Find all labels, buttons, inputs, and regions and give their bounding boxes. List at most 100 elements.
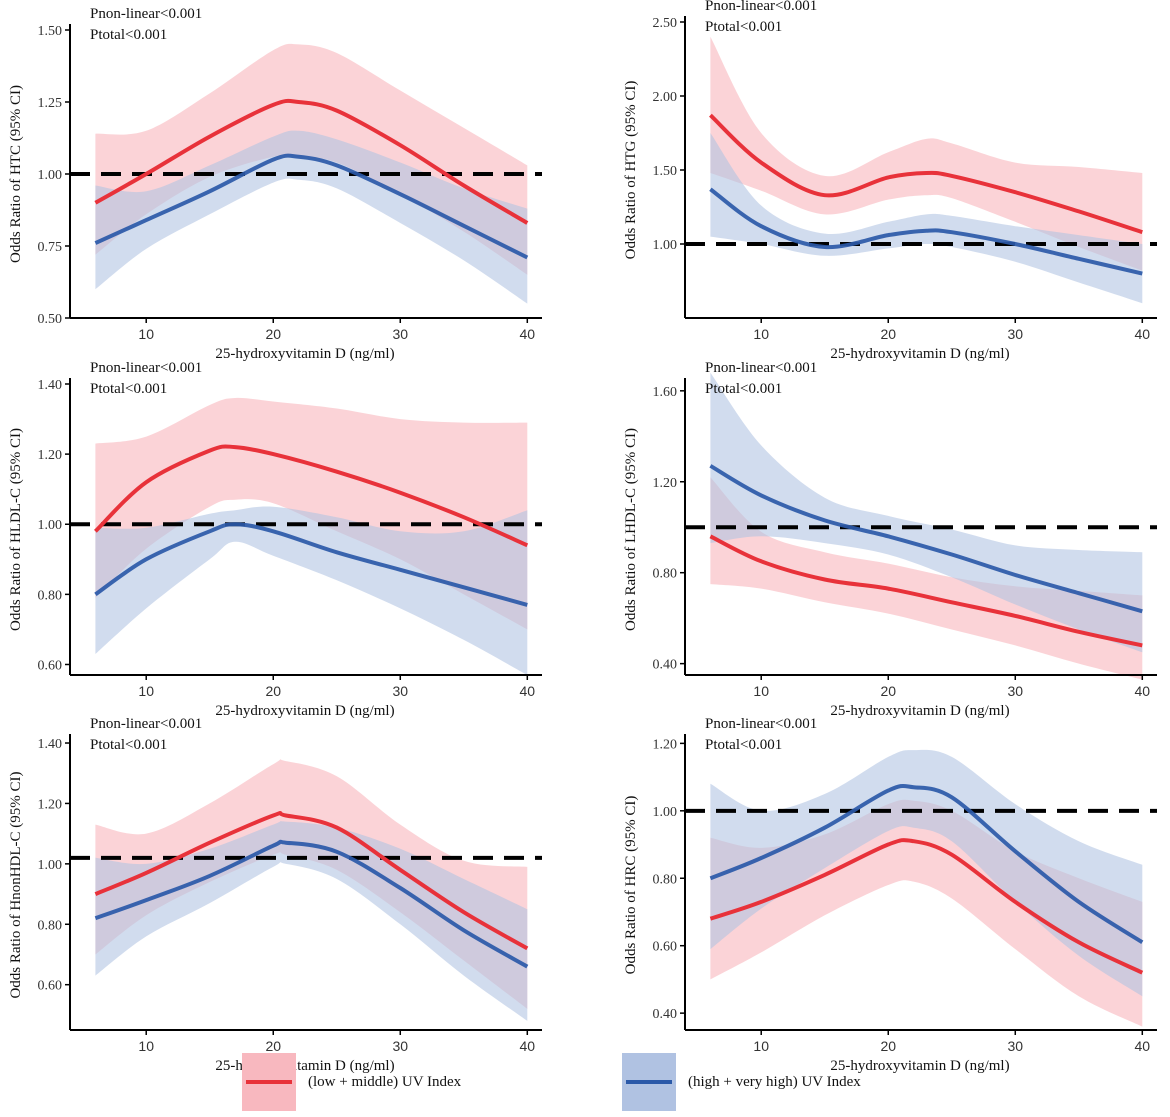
series-line-high-uv — [709, 464, 1143, 614]
x-tick-label: 10 — [753, 1038, 769, 1054]
ci-band-low-uv — [710, 36, 1143, 271]
legend-item-low-uv: (low + middle) UV Index — [242, 1052, 461, 1112]
chart-panel-6: 10 20 30 40 0.40 0.60 0.80 1.00 1.20 25-hydroxyvi… — [623, 716, 1157, 1074]
y-tick-label: 1.40 — [38, 378, 63, 393]
y-tick-label: 1.20 — [38, 797, 63, 812]
y-tick-label: 0.80 — [653, 567, 678, 582]
ci-band-high-uv — [95, 506, 528, 675]
x-tick-label: 20 — [265, 1038, 281, 1054]
x-tick-label: 40 — [1135, 1038, 1151, 1054]
x-axis-label: 25-hydroxyvitamin D (ng/ml) — [215, 703, 394, 719]
y-axis-label: Odds Ratio of HTG (95% CI) — [623, 81, 639, 260]
x-tick-label: 20 — [265, 683, 281, 699]
y-axis-label: Odds Ratio of HLDL-C (95% CI) — [8, 428, 24, 631]
y-tick-label: 0.60 — [38, 658, 63, 673]
series-line-low-uv — [709, 838, 1144, 975]
x-tick-label: 10 — [138, 1038, 154, 1054]
p-nonlinear-annotation: Pnon-linear<0.001 — [90, 716, 202, 732]
x-tick-label: 20 — [880, 326, 896, 342]
series-line-low-uv — [94, 98, 529, 225]
y-tick-label: 1.50 — [38, 24, 63, 39]
y-tick-label: 0.40 — [653, 1007, 678, 1022]
legend-line-low-uv — [246, 1080, 292, 1084]
x-tick-label: 20 — [265, 326, 281, 342]
ci-band-low-uv — [710, 477, 1143, 680]
p-total-annotation: Ptotal<0.001 — [705, 19, 782, 35]
x-tick-label: 40 — [520, 1038, 536, 1054]
x-tick-label: 20 — [880, 683, 896, 699]
y-axis-label: Odds Ratio of HTC (95% CI) — [8, 85, 24, 263]
x-tick-label: 30 — [1007, 683, 1023, 699]
ci-band-low-uv — [95, 43, 528, 275]
x-tick-label: 40 — [1135, 326, 1151, 342]
y-axis-label: Odds Ratio of HRC (95% CI) — [623, 796, 639, 975]
x-axis-label: 25-hydroxyvitamin D (ng/ml) — [830, 703, 1009, 719]
p-nonlinear-annotation: Pnon-linear<0.001 — [705, 716, 817, 732]
series-line-high-uv — [94, 839, 529, 969]
p-total-annotation: Ptotal<0.001 — [90, 381, 167, 397]
y-tick-label: 0.80 — [38, 918, 63, 933]
p-nonlinear-annotation: Pnon-linear<0.001 — [705, 360, 817, 376]
y-tick-label: 0.50 — [38, 312, 63, 327]
y-tick-label: 1.00 — [38, 858, 63, 873]
y-tick-label: 0.80 — [653, 872, 678, 887]
series-line-low-uv — [94, 444, 529, 548]
x-tick-label: 10 — [753, 326, 769, 342]
y-tick-label: 1.20 — [653, 737, 678, 752]
y-tick-label: 1.00 — [38, 518, 63, 533]
ci-band-high-uv — [95, 821, 528, 1021]
x-tick-label: 10 — [138, 326, 154, 342]
p-total-annotation: Ptotal<0.001 — [90, 27, 167, 43]
y-tick-label: 0.40 — [653, 658, 678, 673]
series-line-high-uv — [709, 187, 1143, 276]
y-tick-label: 1.25 — [38, 96, 63, 111]
y-tick-label: 0.60 — [653, 940, 678, 955]
y-tick-label: 1.60 — [653, 385, 678, 400]
p-total-annotation: Ptotal<0.001 — [90, 737, 167, 753]
x-axis-label: 25-hydroxyvitamin D (ng/ml) — [830, 1058, 1009, 1074]
y-axis-label: Odds Ratio of HnonHDL-C (95% CI) — [8, 771, 24, 998]
x-tick-label: 20 — [880, 1038, 896, 1054]
chart-panel-2: 10 20 30 40 1.00 1.50 2.00 2.50 25-hydroxyvitami… — [623, 0, 1157, 362]
ci-band-high-uv — [710, 133, 1143, 304]
x-tick-label: 40 — [1135, 683, 1151, 699]
chart-panel-3: 10 20 30 40 0.60 0.80 1.00 1.20 1.40 25-hydroxyvi… — [8, 360, 542, 719]
legend-label-low-uv: (low + middle) UV Index — [308, 1073, 462, 1090]
ci-band-low-uv — [95, 759, 528, 1009]
y-tick-label: 2.50 — [653, 16, 678, 31]
chart-panel-5: 10 20 30 400.600.801.001.201.4025-hydroxyvi… — [8, 716, 542, 1074]
x-tick-label: 40 — [520, 326, 536, 342]
y-tick-label: 2.00 — [653, 90, 678, 105]
x-axis-label: 25-hydroxyvitamin D (ng/ml) — [830, 346, 1009, 362]
p-total-annotation: Ptotal<0.001 — [705, 381, 782, 397]
x-axis-label: 25-hydroxyvitamin D (ng/ml) — [215, 346, 394, 362]
y-tick-label: 0.75 — [38, 240, 63, 255]
x-tick-label: 30 — [392, 683, 408, 699]
x-tick-label: 30 — [392, 326, 408, 342]
legend-swatch-high-uv — [622, 1053, 676, 1111]
series-line-low-uv — [94, 811, 529, 951]
legend-line-high-uv — [626, 1080, 672, 1084]
p-nonlinear-annotation: Pnon-linear<0.001 — [705, 0, 817, 14]
p-nonlinear-annotation: Pnon-linear<0.001 — [90, 360, 202, 376]
x-tick-label: 10 — [753, 683, 769, 699]
x-tick-label: 40 — [520, 683, 536, 699]
y-tick-label: 1.00 — [653, 805, 678, 820]
series-line-high-uv — [94, 153, 529, 260]
legend-label-high-uv: (high + very high) UV Index — [688, 1073, 861, 1090]
p-total-annotation: Ptotal<0.001 — [705, 737, 782, 753]
x-tick-label: 30 — [392, 1038, 408, 1054]
x-tick-label: 10 — [138, 683, 154, 699]
legend-swatch-low-uv — [242, 1053, 296, 1111]
y-tick-label: 1.00 — [653, 238, 678, 253]
p-nonlinear-annotation: Pnon-linear<0.001 — [90, 6, 202, 22]
y-tick-label: 1.50 — [653, 164, 678, 179]
series-line-high-uv — [94, 522, 528, 607]
x-tick-label: 30 — [1007, 326, 1023, 342]
series-line-low-uv — [709, 534, 1143, 648]
x-tick-label: 30 — [1007, 1038, 1023, 1054]
y-tick-label: 0.80 — [38, 588, 63, 603]
series-line-high-uv — [709, 783, 1144, 944]
y-tick-label: 1.00 — [38, 168, 63, 183]
